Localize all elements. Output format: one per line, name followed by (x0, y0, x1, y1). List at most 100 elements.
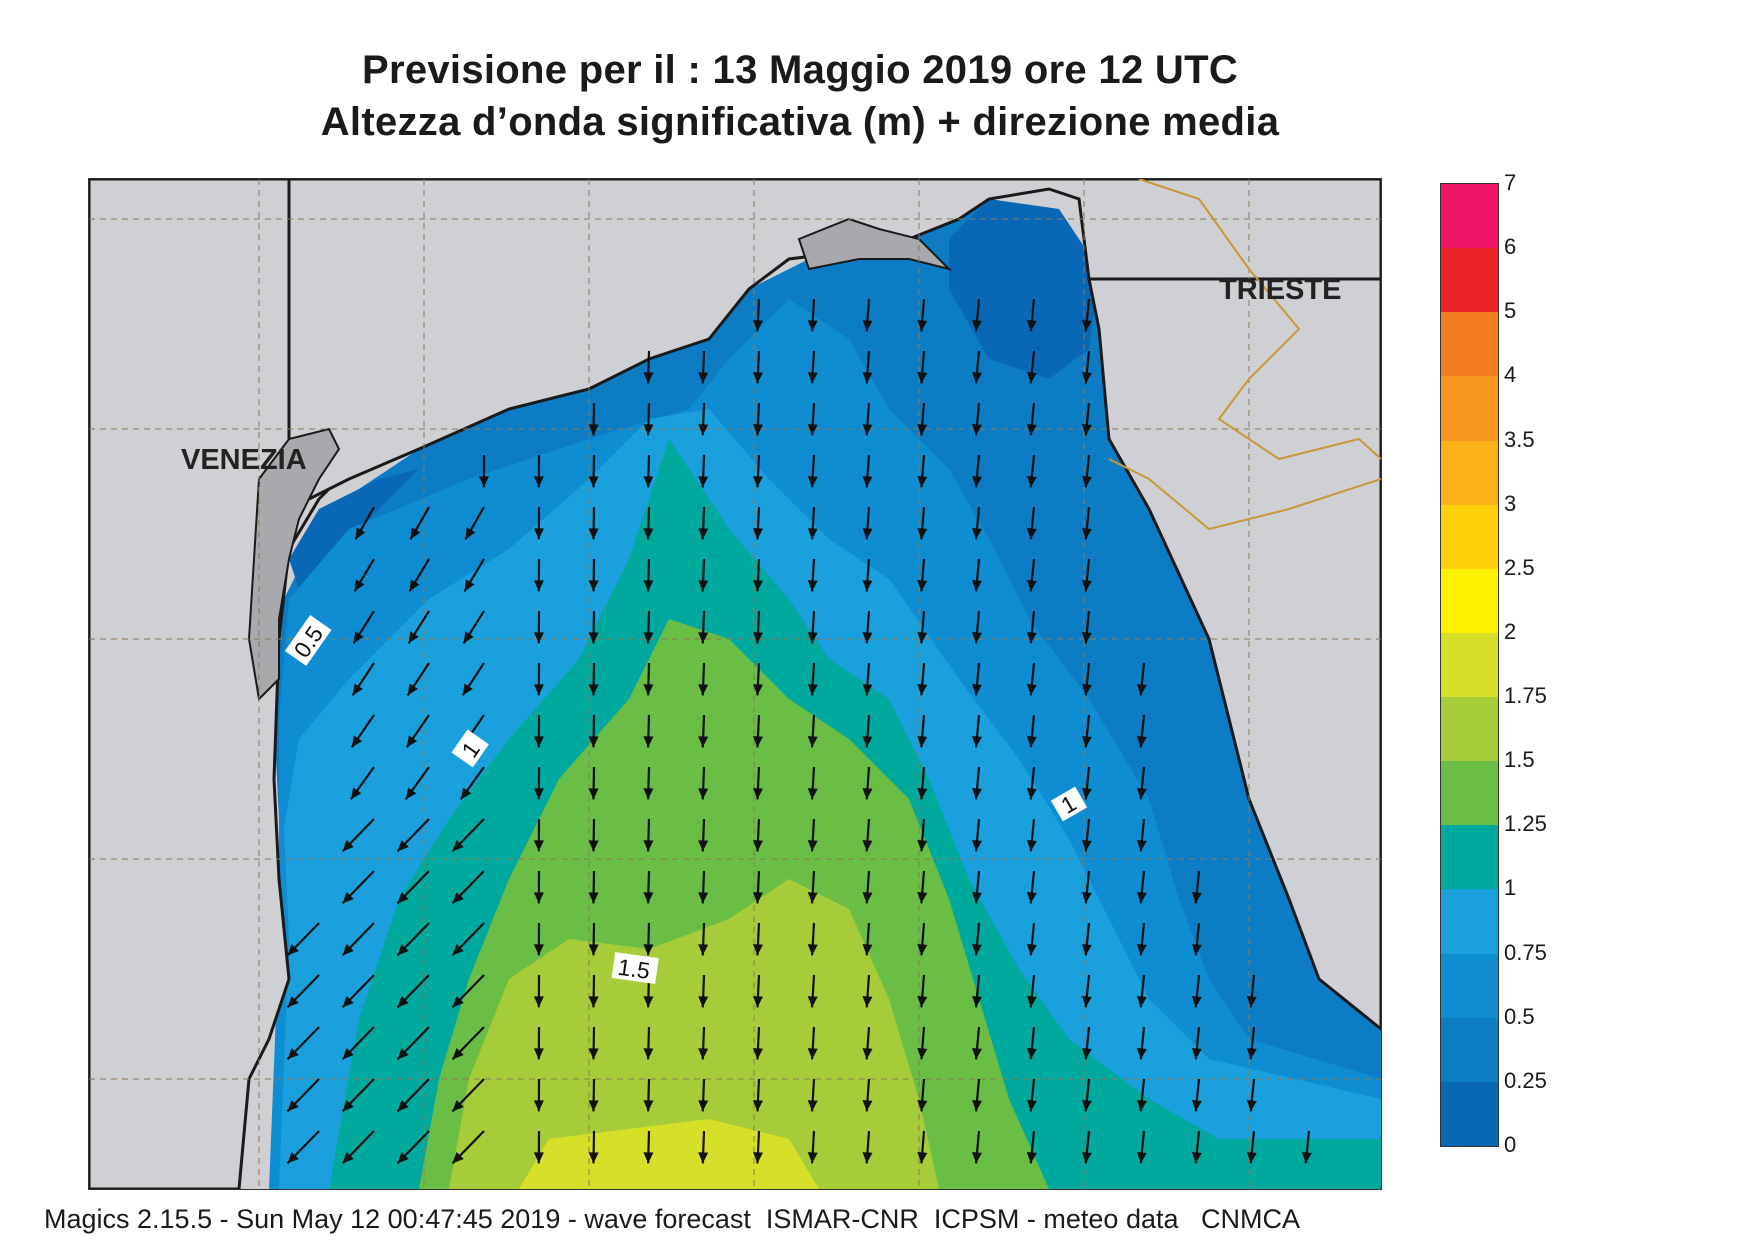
direction-arrowhead (972, 371, 983, 384)
direction-arrowhead (1081, 943, 1092, 956)
city-label-trieste: TRIESTE (1219, 274, 1341, 306)
direction-arrowhead (752, 684, 763, 696)
zone-15-175 (449, 879, 939, 1189)
direction-arrowhead (643, 476, 654, 488)
direction-arrowhead (972, 1047, 983, 1060)
direction-arrowhead (972, 527, 983, 540)
direction-arrowhead (452, 996, 464, 1008)
direction-arrowhead (588, 1100, 599, 1112)
direction-arrowhead (643, 1100, 654, 1112)
legend-label: 3.5 (1504, 426, 1535, 452)
direction-arrowhead (643, 892, 654, 904)
direction-arrowhead (972, 839, 983, 852)
legend-label: 1.25 (1504, 811, 1547, 837)
direction-arrowhead (917, 528, 928, 540)
direction-arrowhead (917, 684, 928, 696)
direction-arrowhead (533, 684, 544, 696)
direction-arrowhead (752, 788, 763, 800)
footer-credits: Magics 2.15.5 - Sun May 12 00:47:45 2019… (44, 1204, 1301, 1234)
legend-swatch (1441, 568, 1498, 634)
legend-swatch (1441, 1017, 1498, 1083)
direction-arrowhead (452, 1048, 464, 1060)
direction-arrowhead (643, 684, 654, 696)
direction-arrowhead (862, 320, 873, 332)
direction-arrowhead (1136, 1047, 1147, 1060)
direction-arrowhead (1026, 527, 1037, 540)
direction-arrowhead (462, 683, 473, 696)
direction-arrowhead (533, 1048, 544, 1060)
direction-arrowhead (917, 788, 928, 800)
direction-arrowhead (1136, 839, 1147, 852)
direction-arrowhead (1081, 1047, 1092, 1060)
direction-arrowhead (287, 996, 299, 1008)
direction-arrowhead (698, 996, 709, 1008)
direction-arrowhead (698, 1100, 709, 1112)
direction-arrowhead (917, 996, 928, 1008)
direction-arrowhead (643, 580, 654, 592)
direction-arrowhead (972, 631, 983, 644)
direction-arrowhead (287, 1048, 299, 1060)
direction-arrowhead (698, 1152, 709, 1164)
direction-arrowhead (405, 787, 417, 800)
direction-arrowhead (752, 840, 763, 852)
zone-0-025 (949, 199, 1099, 379)
direction-arrowhead (807, 1048, 818, 1060)
direction-arrowhead (972, 319, 983, 332)
direction-arrowhead (752, 996, 763, 1008)
direction-arrowhead (342, 944, 354, 956)
direction-arrowhead (862, 892, 873, 904)
direction-arrowhead (917, 1048, 928, 1060)
legend-swatch (1441, 632, 1498, 698)
direction-arrowhead (1026, 891, 1037, 904)
direction-arrowhead (752, 944, 763, 956)
direction-arrowhead (1081, 787, 1092, 800)
direction-arrowhead (807, 372, 818, 384)
direction-arrowhead (533, 996, 544, 1008)
direction-arrowhead (1191, 1151, 1202, 1164)
direction-arrowhead (807, 944, 818, 956)
direction-arrowhead (862, 528, 873, 540)
direction-arrowhead (862, 736, 873, 748)
direction-arrowhead (972, 579, 983, 592)
direction-arrowhead (698, 476, 709, 488)
direction-arrowhead (533, 840, 544, 852)
direction-arrowhead (1301, 1151, 1312, 1164)
legend-swatch (1441, 312, 1498, 377)
direction-arrowhead (342, 1152, 354, 1164)
direction-arrowhead (588, 528, 599, 540)
direction-arrowhead (352, 683, 363, 696)
direction-arrowhead (1136, 683, 1147, 696)
legend-label: 5 (1504, 298, 1517, 324)
direction-arrowhead (1191, 943, 1202, 956)
direction-arrowhead (397, 944, 409, 956)
direction-arrowhead (643, 372, 654, 384)
direction-arrowhead (643, 632, 654, 644)
legend-swatch (1441, 953, 1498, 1019)
direction-arrowhead (1026, 1047, 1037, 1060)
direction-arrowhead (862, 632, 873, 644)
direction-arrowhead (465, 527, 476, 540)
direction-arrowhead (807, 736, 818, 748)
direction-arrowhead (972, 891, 983, 904)
direction-arrowhead (698, 788, 709, 800)
direction-arrowhead (807, 1100, 818, 1112)
direction-arrowhead (917, 476, 928, 488)
direction-arrowhead (533, 580, 544, 592)
direction-arrowhead (807, 476, 818, 488)
legend-label: 0.25 (1504, 1067, 1547, 1093)
legend-label: 0.75 (1504, 939, 1547, 965)
direction-arrowhead (452, 1100, 464, 1112)
direction-arrowhead (342, 840, 354, 852)
direction-arrowhead (1081, 579, 1092, 592)
direction-arrowhead (588, 476, 599, 488)
direction-arrowhead (1136, 1151, 1147, 1164)
direction-arrowhead (397, 996, 409, 1008)
direction-arrowhead (643, 528, 654, 540)
direction-arrowhead (1026, 787, 1037, 800)
direction-arrowhead (643, 788, 654, 800)
direction-arrowhead (1026, 475, 1037, 488)
direction-arrowhead (355, 527, 366, 540)
direction-arrowhead (698, 580, 709, 592)
legend-label: 1.75 (1504, 683, 1547, 709)
direction-arrowhead (1191, 995, 1202, 1008)
